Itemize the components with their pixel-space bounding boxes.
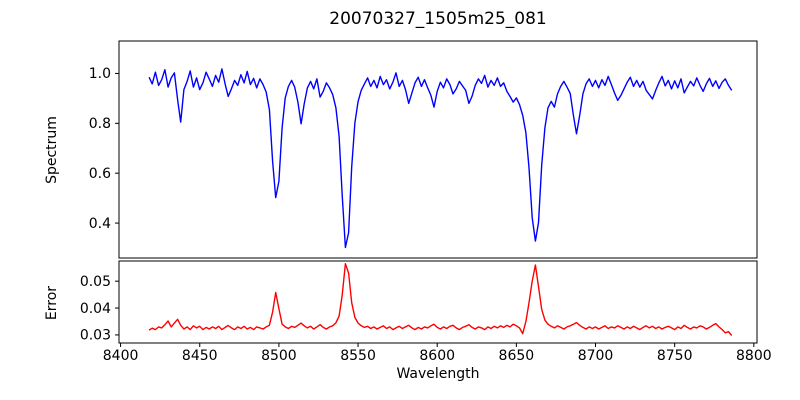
y-tick-label: 0.4 (89, 216, 111, 232)
x-tick-label: 8400 (103, 348, 139, 364)
axes-frame-error (118, 260, 758, 344)
x-tick-label: 8600 (419, 348, 455, 364)
error-line (148, 263, 733, 336)
y-tick-label: 0.6 (89, 166, 111, 182)
y-tick-label: 0.8 (89, 116, 111, 132)
x-tick-label: 8450 (182, 348, 218, 364)
y-tick-label: 1.0 (89, 66, 111, 82)
panel-error: 0.03 0.04 0.05 8400 8450 8500 8550 8600 8650 8700… (80, 260, 772, 364)
x-axis-label: Wavelength (396, 366, 480, 382)
x-tick-label: 8500 (261, 348, 297, 364)
chart-title: 20070327_1505m25_081 (329, 9, 547, 29)
y-tick-label: 0.04 (80, 301, 111, 317)
axes-frame-spectrum (118, 40, 758, 259)
x-tick-label: 8650 (499, 348, 535, 364)
panel-spectrum: 0.4 0.6 0.8 1.0 (89, 40, 758, 259)
y-tick-label: 0.05 (80, 274, 111, 290)
x-tick-label: 8550 (340, 348, 376, 364)
y-tick-label: 0.03 (80, 328, 111, 344)
x-tick-label: 8700 (578, 348, 614, 364)
spectrum-line (148, 68, 733, 249)
x-tick-label: 8800 (736, 348, 772, 364)
x-tick-label: 8750 (657, 348, 693, 364)
